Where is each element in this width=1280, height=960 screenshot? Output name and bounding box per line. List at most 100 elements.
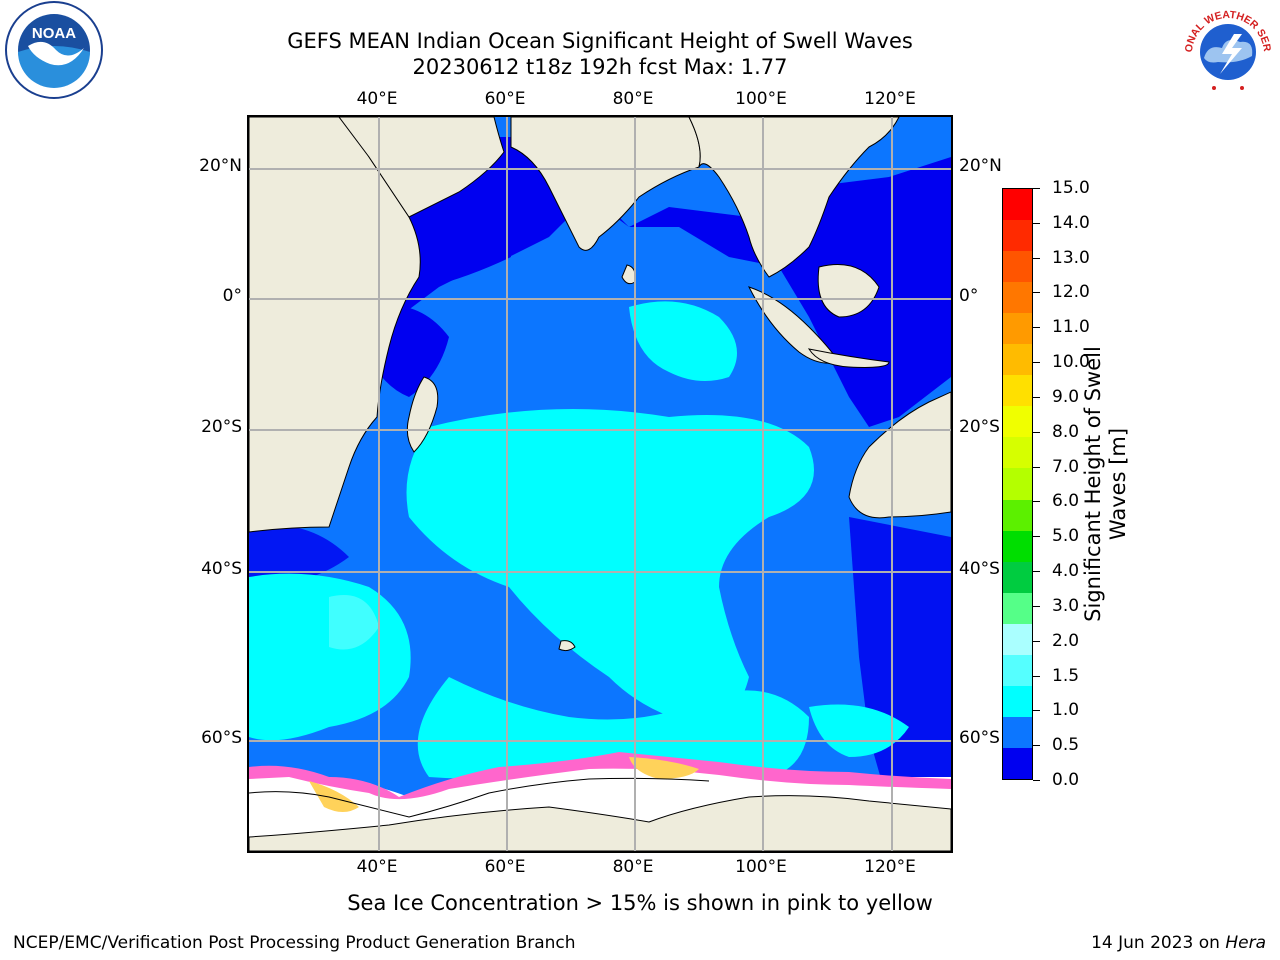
colorbar-tick xyxy=(1033,327,1040,329)
colorbar-tick xyxy=(1033,780,1040,781)
lat-label-left-60s: 60°S xyxy=(201,728,242,748)
date-text: 14 Jun 2023 on xyxy=(1091,933,1226,953)
colorbar-tick xyxy=(1033,396,1040,398)
colorbar-band xyxy=(1003,499,1032,532)
antarctica-land xyxy=(249,795,951,851)
swell-band-1.5-2.0-patch xyxy=(329,595,379,650)
graticule xyxy=(249,117,951,851)
colorbar-tick-label: 2.0 xyxy=(1052,630,1080,651)
sea-ice-note: Sea Ice Concentration > 15% is shown in … xyxy=(347,891,933,915)
colorbar-tick xyxy=(1033,605,1040,607)
colorbar-tick-label: 14.0 xyxy=(1052,212,1090,233)
lat-label-right-20s: 20°S xyxy=(959,417,1000,437)
lon-label-bottom-120e: 120°E xyxy=(864,857,916,877)
colorbar-tick xyxy=(1033,362,1040,364)
colorbar-tick xyxy=(1033,222,1040,224)
colorbar-title-line1: Significant Height of Swell xyxy=(1081,346,1105,622)
madagascar-land xyxy=(406,376,439,453)
colorbar-tick xyxy=(1033,257,1040,259)
nws-logo: NATIONAL WEATHER SERVICE xyxy=(1174,0,1278,100)
antarctic-coast-outline xyxy=(249,777,710,818)
colorbar-band xyxy=(1003,220,1032,252)
colorbar-tick-label: 5.0 xyxy=(1052,526,1080,547)
swell-band-1.0-1.5-central xyxy=(406,409,814,727)
colorbar-tick xyxy=(1033,745,1040,747)
lon-label-top-40e: 40°E xyxy=(356,89,398,109)
colorbar-tick-label: 12.0 xyxy=(1052,282,1090,303)
colorbar-band xyxy=(1003,282,1032,314)
colorbar-band xyxy=(1003,344,1032,376)
colorbar-tick-label: 13.0 xyxy=(1052,247,1090,268)
colorbar-tick xyxy=(1033,431,1040,433)
sea-ice-edge-yellow xyxy=(309,757,699,812)
swell-band-1.0-1.5-southeast xyxy=(809,704,909,757)
colorbar-band xyxy=(1003,561,1032,594)
lon-label-bottom-40e: 40°E xyxy=(356,857,398,877)
noaa-logo: NOAA xyxy=(4,0,104,100)
colorbar-band xyxy=(1003,592,1032,625)
chart-subtitle: 20230612 t18z 192h fcst Max: 1.77 xyxy=(412,55,788,79)
colorbar-title-line2: Waves [m] xyxy=(1106,427,1130,541)
colorbar-tick-label: 15.0 xyxy=(1052,178,1090,198)
colorbar-band xyxy=(1003,437,1032,469)
colorbar xyxy=(1002,188,1033,780)
lon-label-top-100e: 100°E xyxy=(735,89,787,109)
colorbar-tick-label: 10.0 xyxy=(1052,352,1090,373)
swell-band-1.0-1.5-equatorial xyxy=(629,301,737,381)
kerguelen-island xyxy=(558,640,576,652)
colorbar-tick-label: 1.5 xyxy=(1052,665,1080,686)
lat-label-left-20s: 20°S xyxy=(201,417,242,437)
colorbar-tick xyxy=(1033,466,1040,468)
sea-ice-edge-pink xyxy=(249,752,951,800)
noaa-logo-text: NOAA xyxy=(32,25,76,42)
java-land xyxy=(807,348,890,368)
colorbar-band xyxy=(1003,189,1032,221)
arabia-land xyxy=(338,117,505,218)
southeast-asia-land xyxy=(688,117,900,278)
lat-label-left-20n: 20°N xyxy=(199,156,242,176)
colorbar-tick-label: 11.0 xyxy=(1052,317,1090,338)
colorbar-band xyxy=(1003,313,1032,345)
date-stamp: 14 Jun 2023 on Hera xyxy=(1000,932,1266,954)
lat-label-right-20n: 20°N xyxy=(959,156,1002,176)
colorbar-tick xyxy=(1033,501,1040,503)
colorbar-tick xyxy=(1033,292,1040,294)
colorbar-tick xyxy=(1033,710,1040,712)
colorbar-band xyxy=(1003,406,1032,438)
australia-land xyxy=(848,391,951,519)
lon-label-top-60e: 60°E xyxy=(484,89,526,109)
colorbar-tick-label: 7.0 xyxy=(1052,456,1080,477)
colorbar-tick-label: 4.0 xyxy=(1052,561,1080,582)
colorbar-band xyxy=(1003,623,1032,656)
lon-label-bottom-80e: 80°E xyxy=(612,857,654,877)
colorbar-tick-label: 8.0 xyxy=(1052,421,1080,442)
colorbar-band xyxy=(1003,251,1032,283)
lat-label-left-40s: 40°S xyxy=(201,559,242,579)
colorbar-tick xyxy=(1033,640,1040,642)
colorbar-tick-label: 1.0 xyxy=(1052,700,1080,721)
colorbar-tick-label: 9.0 xyxy=(1052,386,1080,407)
credit-line: NCEP/EMC/Verification Post Processing Pr… xyxy=(13,933,576,953)
colorbar-tick xyxy=(1033,188,1040,189)
lat-label-right-60s: 60°S xyxy=(959,728,1000,748)
colorbar-tick-label: 0.0 xyxy=(1052,770,1080,790)
colorbar-band xyxy=(1003,468,1032,501)
lon-label-top-80e: 80°E xyxy=(612,89,654,109)
colorbar-tick-label: 3.0 xyxy=(1052,595,1080,616)
colorbar-band xyxy=(1003,375,1032,407)
lon-label-top-120e: 120°E xyxy=(864,89,916,109)
map-panel xyxy=(247,115,953,853)
lat-label-right-40s: 40°S xyxy=(959,559,1000,579)
lat-label-right-0: 0° xyxy=(959,286,979,306)
chart-title: GEFS MEAN Indian Ocean Significant Heigh… xyxy=(287,29,913,53)
colorbar-band xyxy=(1003,530,1032,563)
colorbar-band xyxy=(1003,685,1032,718)
colorbar-band xyxy=(1003,716,1032,749)
colorbar-band xyxy=(1003,654,1032,687)
colorbar-tick xyxy=(1033,571,1040,573)
lat-label-left-0: 0° xyxy=(222,286,242,306)
colorbar-tick-label: 6.0 xyxy=(1052,491,1080,512)
lon-label-bottom-60e: 60°E xyxy=(484,857,526,877)
borneo-land xyxy=(817,264,880,318)
colorbar-band xyxy=(1003,747,1032,780)
